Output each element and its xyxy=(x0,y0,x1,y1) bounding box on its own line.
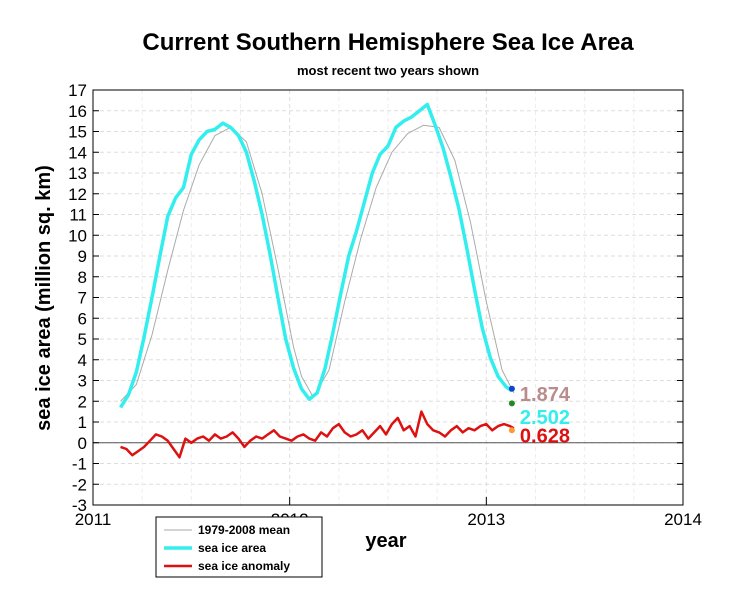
y-tick-label: -1 xyxy=(72,455,87,474)
y-tick-label: 10 xyxy=(68,226,87,245)
x-tick-label: 2013 xyxy=(467,510,505,529)
y-tick-label: -3 xyxy=(72,496,87,515)
y-tick-label: 14 xyxy=(68,143,87,162)
end-value-label: 2.502 xyxy=(520,407,570,429)
y-tick-label: 1 xyxy=(78,413,87,432)
end-marker xyxy=(508,385,515,392)
y-tick-label: 4 xyxy=(78,351,87,370)
series-line-2 xyxy=(119,102,513,409)
y-tick-label: 17 xyxy=(68,81,87,100)
y-tick-label: 2 xyxy=(78,392,87,411)
end-marker xyxy=(508,400,515,407)
chart-title: Current Southern Hemisphere Sea Ice Area xyxy=(142,29,634,56)
y-tick-label: 7 xyxy=(78,289,87,308)
y-axis-label: sea ice area (million sq. km) xyxy=(33,165,55,431)
grid-lines xyxy=(92,89,684,506)
y-tick-label: 9 xyxy=(78,247,87,266)
y-tick-label: 5 xyxy=(78,330,87,349)
end-marker xyxy=(508,427,515,434)
y-tick-label: 8 xyxy=(78,268,87,287)
legend: 1979-2008 mean sea ice area sea ice anomal… xyxy=(155,516,323,578)
series-line-3 xyxy=(120,410,515,459)
series-layer xyxy=(119,102,515,459)
y-tick-label: 3 xyxy=(78,372,87,391)
legend-label: 1979-2008 mean xyxy=(198,523,290,537)
x-tick-label: 2011 xyxy=(75,510,112,529)
x-tick-label: 2014 xyxy=(664,510,702,529)
y-tick-label: -2 xyxy=(72,475,87,494)
y-tick-label: 0 xyxy=(78,434,87,453)
y-tick-label: 6 xyxy=(78,309,87,328)
y-tick-label: 15 xyxy=(68,123,87,142)
chart-subtitle: most recent two years shown xyxy=(297,63,479,78)
y-tick-label: 13 xyxy=(68,164,87,183)
y-tick-label: 11 xyxy=(69,206,87,225)
y-tick-label: 16 xyxy=(68,102,87,121)
end-value-label: 1.874 xyxy=(520,384,571,406)
y-tick-label: 12 xyxy=(68,185,87,204)
legend-label: sea ice area xyxy=(198,541,266,555)
x-axis-label: year xyxy=(365,530,406,552)
legend-label: sea ice anomaly xyxy=(198,559,290,573)
end-value-label: 0.628 xyxy=(520,425,570,447)
